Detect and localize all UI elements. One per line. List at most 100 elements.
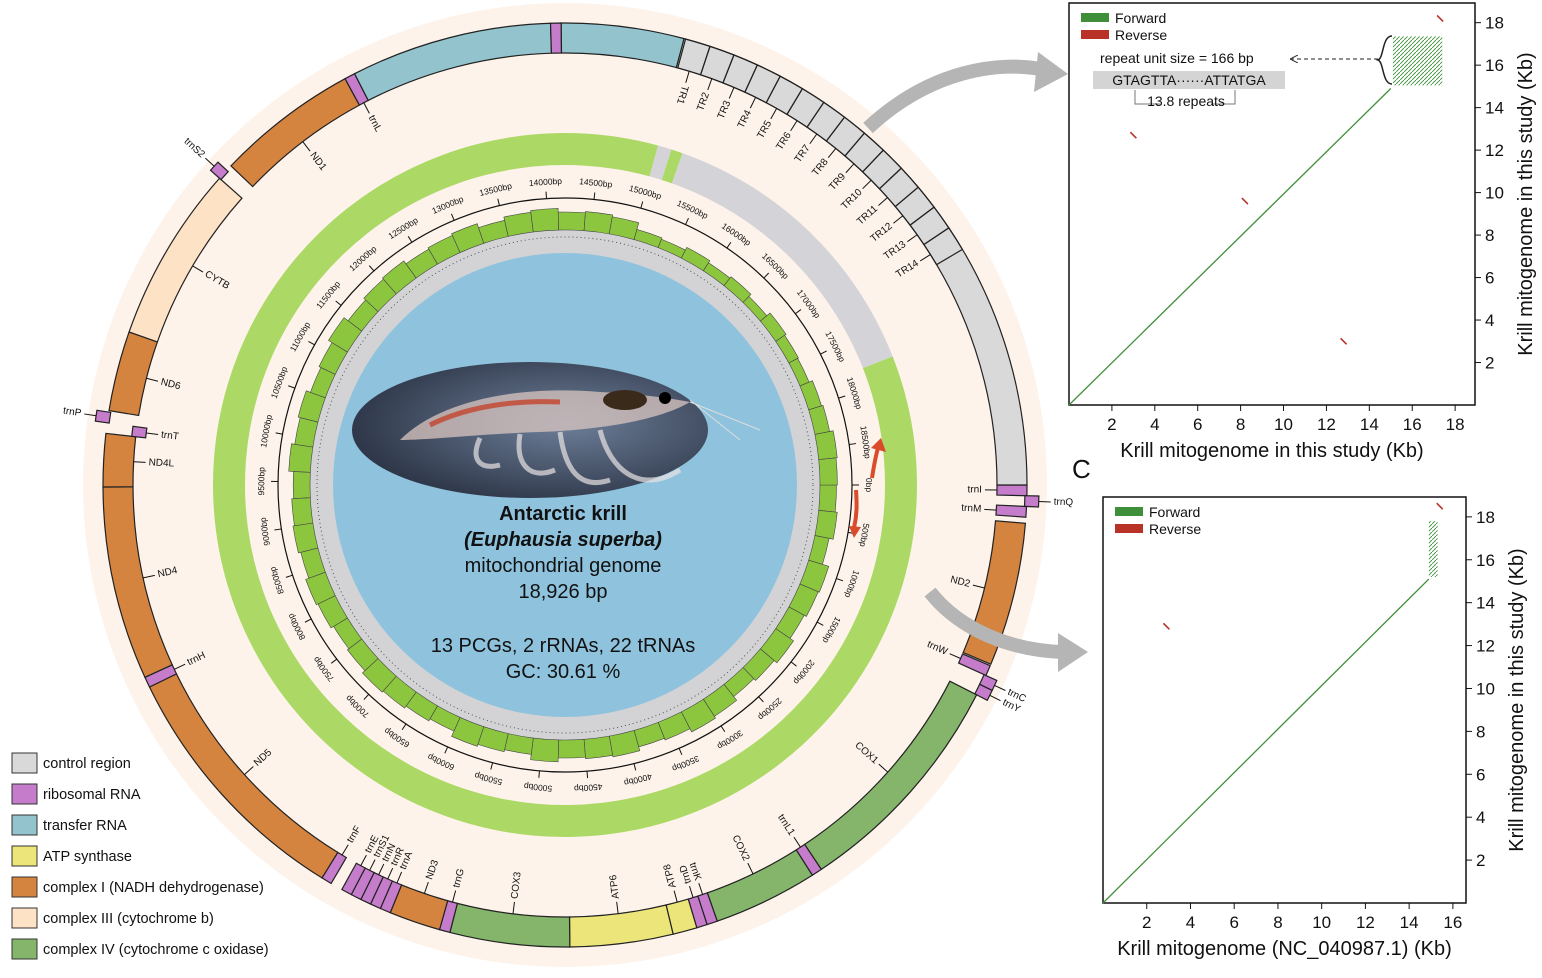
x-axis-title: Krill mitogenome in this study (Kb) (1120, 440, 1423, 462)
leader-line (994, 684, 1006, 691)
connector-arrowhead (1058, 633, 1088, 672)
scale-tick (450, 213, 455, 221)
legend-swatch (11, 907, 38, 929)
legend-label: ATP synthase (43, 849, 132, 865)
scale-tick (444, 746, 449, 754)
subtitle: mitochondrial genome (465, 555, 662, 577)
gene (341, 862, 366, 896)
leader-line (143, 574, 155, 579)
y-tick-label: 18 (1476, 508, 1495, 527)
scale-tick (685, 217, 689, 225)
legend-label: complex IV (cytochrome c oxidase) (43, 942, 269, 958)
gc-bar (818, 484, 837, 513)
annotation: GTAGTTA······ATTATGA (1112, 72, 1266, 88)
scale-label: 5000bp (523, 781, 552, 794)
scale-tick (633, 763, 637, 771)
gene-label: trnD (678, 864, 694, 885)
y-tick-label: 12 (1485, 141, 1504, 160)
x-tick-label: 12 (1317, 415, 1336, 434)
gene-label: trnG (451, 867, 467, 889)
bracket (1134, 90, 1236, 105)
legend-swatch (1115, 524, 1143, 533)
summary: 13 PCGs, 2 rRNAs, 22 tRNAs (431, 635, 696, 657)
reverse-dash (1241, 197, 1249, 205)
y-axis-title: Krill mitogenome in this study (Kb) (1515, 52, 1537, 355)
y-tick-label: 6 (1476, 765, 1485, 784)
scale-label: 0bp (864, 478, 874, 492)
leader-line (205, 157, 215, 167)
legend-label: Forward (1115, 10, 1166, 26)
leader-line (84, 413, 97, 417)
scale-tick (758, 696, 764, 703)
scale-label: 9500bp (256, 467, 266, 496)
x-tick-label: 8 (1236, 415, 1245, 434)
scale-tick (304, 618, 312, 623)
leader-line (984, 508, 997, 511)
legend-swatch (11, 938, 38, 960)
scale-tick (288, 385, 296, 389)
gene-label: trnT (160, 430, 179, 443)
direction-arrow (870, 447, 880, 479)
legend-swatch (1115, 507, 1143, 516)
legend-swatch (11, 783, 38, 805)
scale-tick (308, 340, 315, 346)
y-axis-title: Krill mitogenome in this study (Kb) (1506, 548, 1528, 851)
gc-bar (530, 737, 559, 763)
dotted-ring (316, 236, 814, 734)
gene-label: trnI (967, 484, 982, 495)
scale-tick (275, 432, 283, 435)
reverse-dash (1436, 14, 1444, 22)
gene (1023, 495, 1040, 508)
leader-line (378, 863, 385, 875)
repeat-block (1428, 521, 1438, 577)
connector-arrow (863, 59, 1047, 134)
forward-line (1068, 88, 1392, 406)
leader-line (133, 461, 146, 463)
gene (128, 177, 243, 343)
leader-line (146, 432, 159, 435)
scale-tick (838, 395, 846, 399)
x-tick-label: 8 (1273, 913, 1282, 932)
gc-bar (814, 430, 838, 460)
leader-line (749, 97, 757, 109)
gene (209, 161, 230, 181)
gene-label: trnM (961, 503, 982, 515)
leader-line (360, 854, 367, 866)
gc-bar (291, 497, 314, 527)
scale-tick (368, 265, 375, 272)
x-tick-label: 18 (1446, 415, 1465, 434)
leader-line (707, 78, 713, 91)
dotplots: 2 4 6 8 10 12 14 16 18 2 4 6 8 10 12 14 16 18 Krill mitoge… (1068, 2, 1537, 960)
x-tick-label: 2 (1142, 913, 1151, 932)
scale-tick (836, 578, 844, 582)
gc-bar (503, 211, 534, 237)
coverage-band (862, 356, 917, 485)
x-tick-label: 12 (1356, 913, 1375, 932)
connector-arrowhead (1034, 52, 1068, 92)
leader-line (893, 215, 904, 224)
scale-tick (790, 661, 797, 667)
x-axis-title: Krill mitogenome (NC_040987.1) (Kb) (1117, 938, 1452, 960)
direction-arrow (871, 438, 886, 452)
legend-label: Reverse (1115, 27, 1167, 43)
gene (995, 504, 1028, 518)
y-tick-label: 18 (1485, 14, 1504, 33)
gene-label: ATP6 (608, 874, 622, 900)
x-tick-label: 14 (1400, 913, 1419, 932)
leader-line (363, 102, 370, 114)
x-tick-label: 2 (1107, 415, 1116, 434)
gene-label: trnP (62, 406, 82, 420)
coverage-band (661, 149, 683, 184)
leader-line (192, 265, 204, 273)
leader-line (423, 881, 429, 894)
legend-label: ribosomal RNA (43, 787, 141, 803)
leader-line (673, 890, 678, 903)
species: (Euphausia superba) (464, 529, 662, 551)
scale-label: 500bp (858, 523, 872, 548)
gene-label: ND4 (157, 565, 179, 580)
gene (102, 432, 137, 488)
gc-bar (583, 211, 613, 235)
x-tick-label: 6 (1229, 913, 1238, 932)
gc-bar (288, 443, 314, 473)
leader-line (512, 901, 515, 914)
